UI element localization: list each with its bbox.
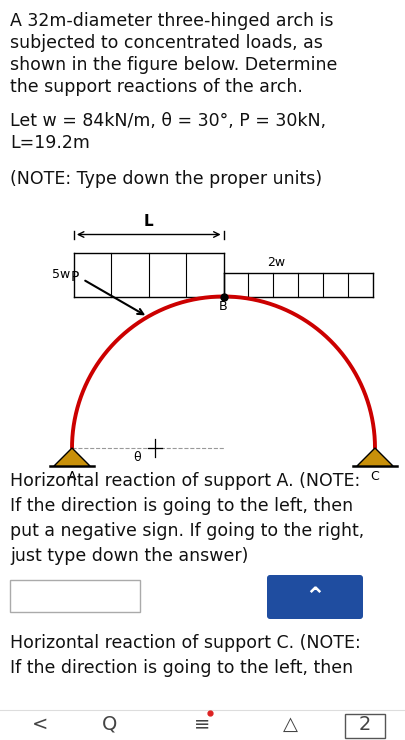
Text: ⌃: ⌃ (305, 586, 326, 610)
Text: A: A (68, 470, 76, 483)
Text: 5w: 5w (52, 268, 70, 281)
Text: 2w: 2w (267, 255, 285, 269)
Text: the support reactions of the arch.: the support reactions of the arch. (10, 78, 303, 96)
Text: Horizontal reaction of support A. (NOTE:: Horizontal reaction of support A. (NOTE: (10, 472, 360, 490)
Text: just type down the answer): just type down the answer) (10, 547, 248, 565)
Text: put a negative sign. If going to the right,: put a negative sign. If going to the rig… (10, 522, 364, 540)
Text: L: L (144, 215, 153, 229)
Text: Let w = 84kN/m, θ = 30°, P = 30kN,: Let w = 84kN/m, θ = 30°, P = 30kN, (10, 112, 326, 130)
Text: θ: θ (134, 451, 141, 464)
Text: A 32m-diameter three-hinged arch is: A 32m-diameter three-hinged arch is (10, 12, 333, 30)
Polygon shape (54, 448, 90, 466)
Text: If the direction is going to the left, then: If the direction is going to the left, t… (10, 497, 353, 515)
Text: (NOTE: Type down the proper units): (NOTE: Type down the proper units) (10, 170, 322, 188)
Text: L=19.2m: L=19.2m (10, 134, 90, 152)
Text: 2: 2 (359, 715, 371, 733)
Text: P: P (70, 270, 79, 284)
Text: If the direction is going to the left, then: If the direction is going to the left, t… (10, 659, 353, 677)
Text: Horizontal reaction of support C. (NOTE:: Horizontal reaction of support C. (NOTE: (10, 634, 361, 652)
Text: C: C (371, 470, 379, 483)
Text: B: B (219, 300, 228, 314)
Text: shown in the figure below. Determine: shown in the figure below. Determine (10, 56, 337, 74)
Text: subjected to concentrated loads, as: subjected to concentrated loads, as (10, 34, 323, 52)
Text: Q: Q (102, 715, 118, 733)
FancyBboxPatch shape (267, 575, 363, 619)
Polygon shape (357, 448, 393, 466)
Text: ≡: ≡ (194, 715, 210, 733)
Text: △: △ (283, 715, 298, 733)
FancyBboxPatch shape (10, 580, 140, 612)
Text: <: < (32, 715, 48, 733)
